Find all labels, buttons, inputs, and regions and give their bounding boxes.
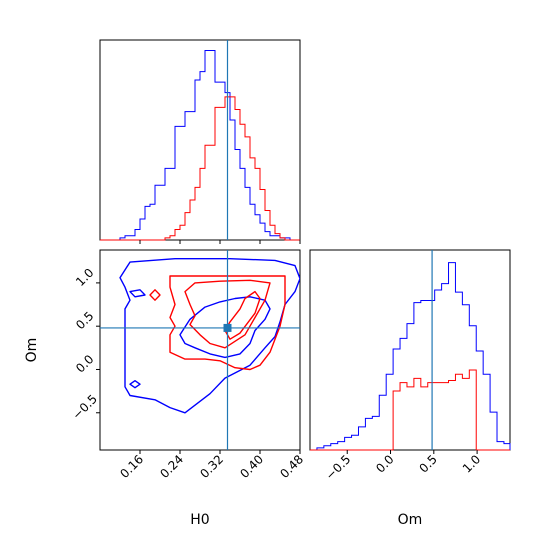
truth-marker [223,323,232,332]
om-y-tick-label-3: −0.5 [70,392,101,423]
contour-blue-2 [129,289,146,298]
om-x-tick-label-0: −0.5 [323,452,354,483]
om-y-tick-label-0: 1.0 [73,266,96,289]
om-hist-series-blue [310,262,511,451]
om-x-tick-label-1: 0.0 [373,452,396,475]
om-hist-series-red [310,369,510,451]
h0-om-contour-panel [99,249,301,451]
h0-histogram-frame [99,39,301,241]
contour-frame [99,249,301,451]
h0-hist-series-blue [100,50,300,241]
om-x-tick-label-3: 1.0 [460,452,483,475]
h0-x-tick-label-4: 0.48 [277,452,306,481]
om-y-tick-label-1: 0.5 [73,309,96,332]
om-y-tick-label-2: 0.0 [73,352,96,375]
om-x-tick-label-2: 0.5 [417,452,440,475]
om-histogram-panel [309,249,511,451]
contour-blue-3 [129,380,141,389]
y-axis-label-om: Om [24,338,40,363]
contour-red-7 [149,289,161,301]
contour-red-4 [169,275,286,371]
x-axis-label-om: Om [398,512,423,528]
om-histogram-frame [309,249,511,451]
h0-x-tick-label-3: 0.40 [237,452,266,481]
contour-blue-1 [179,296,271,359]
contour-red-5 [184,279,271,349]
x-axis-label-h0: H0 [190,512,209,528]
h0-histogram-panel [99,39,301,241]
h0-x-tick-label-2: 0.32 [197,452,226,481]
h0-hist-series-red [100,96,300,241]
contour-lines [119,258,300,414]
h0-x-tick-label-1: 0.24 [157,452,186,481]
h0-x-tick-label-0: 0.16 [117,452,146,481]
